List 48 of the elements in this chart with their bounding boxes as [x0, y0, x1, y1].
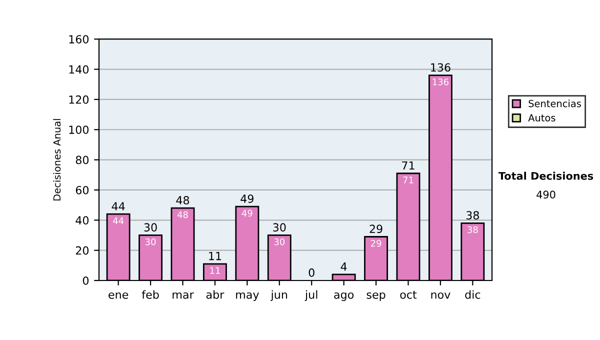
text: Total Decisiones — [498, 172, 594, 180]
data-label: 71 — [403, 176, 414, 184]
x-tick-label: sep — [366, 292, 386, 301]
total-label: 29 — [370, 224, 382, 234]
total-label: 38 — [466, 211, 479, 220]
x-tick-label: dic — [465, 290, 480, 299]
data-label: 38 — [468, 226, 478, 234]
y-tick-label: 20 — [76, 246, 89, 255]
legend-label: Autos — [528, 114, 556, 122]
x-tick-label: ene — [108, 292, 128, 299]
x-tick-label: jul — [304, 290, 318, 301]
data-label: 44 — [113, 217, 124, 224]
total-label: 44 — [112, 202, 125, 210]
data-label: 29 — [370, 240, 382, 247]
text: 490 — [536, 190, 556, 199]
x-tick-label: ago — [334, 292, 354, 301]
x-tick-label: may — [236, 292, 259, 301]
x-tick-label: nov — [431, 292, 450, 299]
y-tick-label: 80 — [76, 156, 89, 164]
total-label: 4 — [340, 262, 347, 271]
x-tick-label: abr — [206, 290, 224, 299]
total-label: 0 — [308, 268, 314, 277]
data-label: 11 — [210, 267, 220, 274]
y-tick-label: 40 — [76, 216, 89, 225]
legend-label: Sentencias — [528, 100, 581, 108]
x-tick-label: feb — [142, 290, 159, 299]
y-tick-label: 160 — [69, 35, 89, 44]
x-tick-label: oct — [400, 290, 417, 299]
y-tick-label: 100 — [69, 126, 89, 134]
x-tick-label: jun — [270, 290, 288, 301]
total-label: 30 — [144, 223, 157, 232]
data-label: 30 — [145, 238, 156, 246]
y-tick-label: 0 — [82, 276, 89, 285]
total-label: 71 — [402, 161, 414, 170]
y-tick-label: 140 — [69, 65, 89, 74]
data-label: 49 — [242, 210, 252, 217]
data-label: 136 — [432, 78, 449, 86]
data-label: 48 — [177, 211, 188, 218]
total-label: 49 — [240, 194, 254, 203]
x-tick-label: mar — [172, 292, 194, 299]
total-label: 136 — [431, 63, 450, 72]
total-label: 48 — [176, 196, 190, 204]
y-tick-label: 60 — [76, 186, 89, 194]
y-tick-label: 120 — [69, 95, 89, 104]
total-label: 30 — [273, 223, 286, 232]
y-axis-title: Decisiones Anual — [53, 119, 61, 200]
data-label: 30 — [274, 238, 285, 246]
total-label: 11 — [209, 252, 222, 260]
